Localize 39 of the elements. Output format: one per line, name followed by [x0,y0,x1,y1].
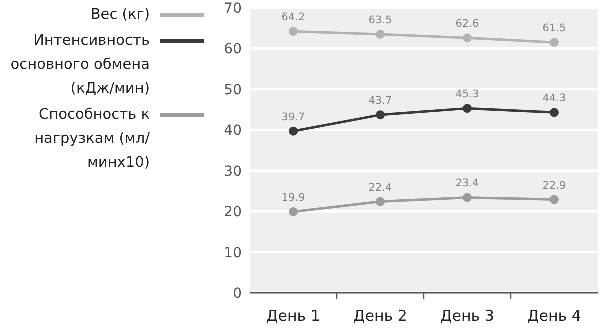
y-tick-label: 20 [224,204,242,221]
data-label: 22.9 [542,180,566,192]
point [550,38,559,48]
y-tick-label: 30 [224,164,242,180]
y-tick-label: 60 [224,42,242,58]
point [376,197,385,206]
point [289,207,298,216]
y-tick-label: 40 [224,123,242,140]
point [289,27,298,36]
y-tick-label: 70 [224,0,242,17]
y-tick-label: 10 [224,245,242,262]
data-label: 19.9 [282,192,306,204]
x-tick-label: День 1 [266,307,320,325]
point [289,126,298,136]
legend-label: Способность к нагрузкам (мл/минх10) [34,106,150,173]
legend-label: Интенсивность основного обмена (кДж/мин) [10,32,150,99]
point [376,30,385,39]
point [550,195,559,204]
data-label: 23.4 [456,178,480,190]
x-tick-label: День 4 [528,307,582,325]
point [463,193,472,202]
point [550,108,559,118]
data-label: 64.2 [282,12,306,24]
data-label: 63.5 [368,14,392,26]
point [463,34,472,43]
point [463,104,472,114]
data-label: 45.3 [456,88,480,101]
data-label: 44.3 [542,92,566,105]
data-label: 39.7 [282,111,306,124]
data-label: 62.6 [456,18,480,30]
legend-label: Вес (кг) [90,6,150,25]
y-tick-label: 50 [224,82,242,98]
x-tick-label: День 2 [354,307,408,325]
data-label: 61.5 [542,22,566,35]
data-label: 43.7 [368,95,392,108]
point [376,110,385,120]
data-label: 22.4 [368,182,393,194]
x-tick-label: День 3 [440,307,494,325]
y-tick-label: 0 [233,286,242,302]
